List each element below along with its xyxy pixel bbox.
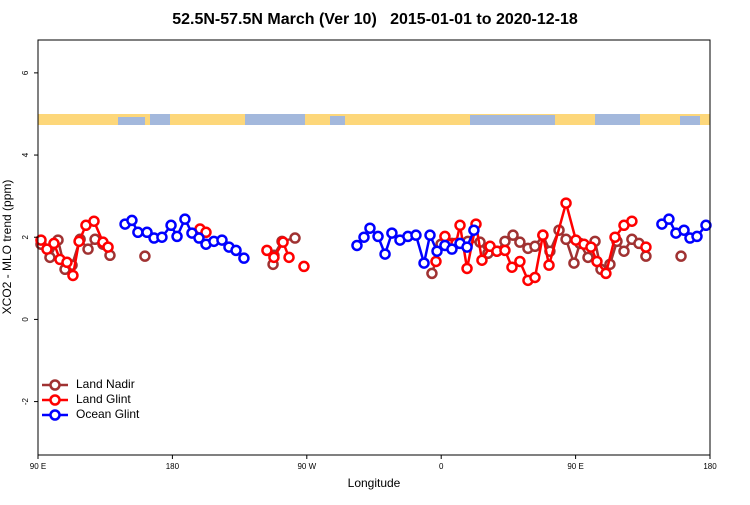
y-tick-label: 2 <box>21 234 30 239</box>
data-point <box>88 215 100 227</box>
data-point <box>193 232 205 244</box>
chart-title: 52.5N-57.5N March (Ver 10) 2015-01-01 to… <box>172 11 578 28</box>
legend-marker <box>49 379 61 391</box>
data-point <box>600 267 612 280</box>
data-point <box>351 239 363 252</box>
y-axis-label: XCO2 - MLO trend (ppm) <box>0 180 14 315</box>
data-point <box>675 250 687 262</box>
data-point <box>379 248 391 260</box>
data-point <box>35 234 47 246</box>
data-point <box>529 271 541 284</box>
data-point <box>640 241 652 253</box>
data-point <box>358 231 370 243</box>
data-point <box>418 257 430 269</box>
data-point <box>73 235 85 248</box>
data-point <box>171 230 183 243</box>
data-point <box>230 244 242 257</box>
data-point <box>537 229 549 241</box>
data-point <box>454 219 466 232</box>
x-axis-label: Longitude <box>348 476 401 490</box>
data-point <box>426 267 438 280</box>
plot-frame <box>37 39 711 456</box>
data-point <box>439 230 451 243</box>
x-tick-label: 180 <box>703 462 717 471</box>
data-point <box>430 255 442 268</box>
data-point <box>560 233 572 246</box>
y-tick-label: -2 <box>21 397 30 405</box>
data-point <box>663 213 675 225</box>
legend-marker <box>49 394 61 406</box>
data-point <box>506 261 518 273</box>
data-point <box>139 250 151 262</box>
data-point <box>156 231 168 243</box>
data-point <box>543 259 555 271</box>
data-point <box>424 229 436 241</box>
x-tick-label: 180 <box>166 462 180 471</box>
data-point <box>364 222 376 234</box>
data-point <box>678 224 690 236</box>
data-point <box>41 243 53 255</box>
plot-area <box>35 197 712 287</box>
data-point <box>410 229 422 241</box>
legend-label: Land Nadir <box>76 377 135 391</box>
data-point <box>61 256 73 269</box>
data-point <box>618 245 630 257</box>
data-point <box>499 235 511 248</box>
data-point <box>529 240 541 253</box>
data-point <box>609 231 621 243</box>
data-point <box>179 213 191 225</box>
data-point <box>499 244 511 257</box>
x-tick-label: 0 <box>439 462 444 471</box>
data-point <box>141 226 153 239</box>
data-point <box>691 230 703 243</box>
data-point <box>216 234 228 246</box>
data-point <box>82 243 94 255</box>
data-point <box>289 232 301 244</box>
data-point <box>514 236 526 248</box>
data-point <box>476 254 488 266</box>
legend-label: Ocean Glint <box>76 407 140 421</box>
data-point <box>261 244 273 257</box>
data-point <box>591 255 603 268</box>
data-point <box>507 229 519 241</box>
legend-label: Land Glint <box>76 392 131 406</box>
data-point <box>238 252 250 264</box>
data-point <box>640 250 652 262</box>
x-tick-label: 90 E <box>567 462 583 471</box>
map-strip <box>38 114 710 125</box>
legend-marker <box>49 409 61 421</box>
data-point <box>386 227 398 239</box>
data-point <box>200 226 212 239</box>
data-point <box>102 241 114 253</box>
data-point <box>585 241 597 253</box>
data-point <box>700 219 712 232</box>
data-point <box>283 251 295 264</box>
data-point <box>268 251 280 264</box>
y-tick-label: 6 <box>21 70 30 75</box>
data-point <box>568 257 580 269</box>
data-point <box>165 219 177 232</box>
data-point <box>468 224 480 236</box>
y-tick-label: 4 <box>21 152 30 157</box>
data-point <box>372 230 384 243</box>
data-point <box>560 197 572 209</box>
x-tick-label: 90 W <box>297 462 316 471</box>
data-point <box>461 262 473 275</box>
x-tick-label: 90 E <box>30 462 46 471</box>
data-point <box>582 251 594 264</box>
data-point <box>446 243 458 255</box>
data-point <box>431 245 443 257</box>
data-point <box>126 214 138 227</box>
data-point <box>514 255 526 268</box>
data-point <box>298 260 310 273</box>
data-point <box>132 226 144 239</box>
data-point <box>626 215 638 227</box>
data-point <box>277 236 289 248</box>
data-point <box>48 237 60 250</box>
data-point <box>461 241 473 253</box>
y-tick-label: 0 <box>21 317 30 322</box>
data-point <box>67 269 79 282</box>
